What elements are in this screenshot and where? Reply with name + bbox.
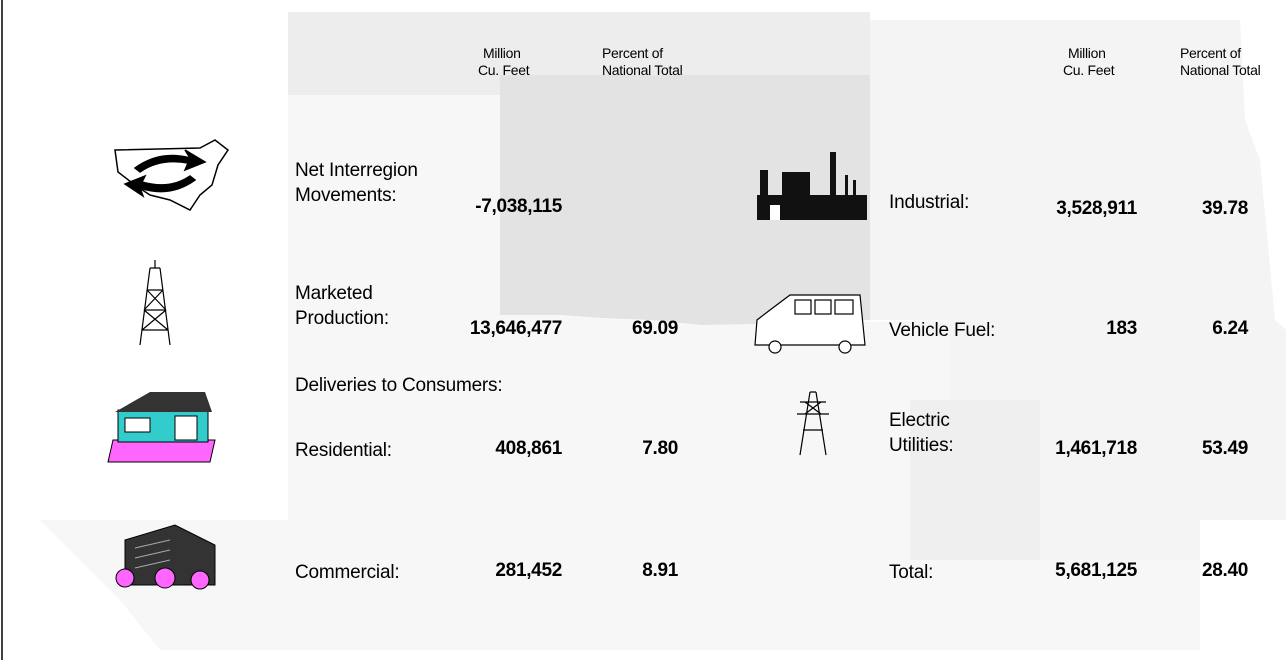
header-text: Cu. Feet [478, 62, 530, 78]
row-label: Electric [889, 410, 950, 431]
volume-value: 408,861 [495, 438, 562, 459]
map-panhandle [288, 12, 870, 95]
factory-icon [757, 152, 867, 220]
volume-value: -7,038,115 [475, 196, 562, 217]
row-label: Utilities: [889, 435, 954, 456]
section-label: Deliveries to Consumers: [295, 375, 503, 396]
row-label: Net Interregion [295, 160, 418, 181]
header-text: Million [1068, 45, 1106, 61]
row-label: Production: [295, 308, 389, 329]
volume-value: 1,461,718 [1055, 438, 1137, 459]
percent-value: 7.80 [642, 438, 678, 459]
row-label: Total: [889, 562, 934, 583]
percent-value: 8.91 [642, 560, 678, 581]
percent-value: 39.78 [1201, 198, 1248, 219]
header-text: Percent of [1180, 45, 1241, 61]
house-icon [107, 392, 216, 463]
map-oklahoma [500, 75, 870, 330]
row-label: Vehicle Fuel: [889, 320, 996, 341]
percent-value: 28.40 [1201, 560, 1248, 581]
map-louisiana [910, 400, 1040, 560]
row-label: Industrial: [889, 192, 970, 213]
row-label: Movements: [295, 185, 397, 206]
percent-value: 69.09 [631, 318, 678, 339]
derrick-icon [139, 260, 171, 346]
row-label: Commercial: [295, 562, 400, 583]
us-map-icon [114, 139, 230, 211]
volume-value: 5,681,125 [1055, 560, 1137, 581]
percent-value: 53.49 [1201, 438, 1248, 459]
office-icon [115, 524, 216, 590]
percent-value: 6.24 [1212, 318, 1248, 339]
header-text: Cu. Feet [1063, 62, 1115, 78]
volume-value: 3,528,911 [1056, 198, 1137, 219]
pylon-icon [797, 391, 829, 456]
header-text: Percent of [602, 45, 663, 61]
volume-value: 13,646,477 [469, 318, 562, 339]
volume-value: 281,452 [495, 560, 562, 581]
header-text: National Total [602, 62, 683, 78]
row-label: Residential: [295, 440, 392, 461]
row-label: Marketed [295, 283, 373, 304]
volume-value: 183 [1106, 318, 1137, 339]
header-text: Million [483, 45, 521, 61]
van-icon [754, 294, 866, 354]
header-text: National Total [1180, 62, 1261, 78]
